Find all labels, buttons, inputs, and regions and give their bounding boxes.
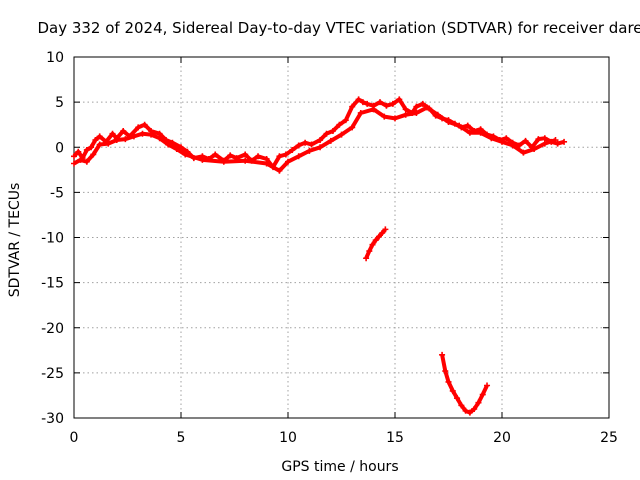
x-axis-label: GPS time / hours — [281, 459, 398, 475]
y-tick-label: -20 — [41, 321, 64, 337]
y-tick-label: 10 — [46, 50, 64, 66]
chart-title: Day 332 of 2024, Sidereal Day-to-day VTE… — [37, 19, 640, 37]
y-tick-label: 5 — [55, 95, 64, 111]
y-axis-label: SDTVAR / TECUs — [7, 183, 23, 298]
y-tick-label: -10 — [41, 231, 64, 247]
axis-ticks: 0 5 10 15 20 25 -30 -25 -20 -15 -10 -5 0 5 10 — [41, 50, 618, 446]
x-tick-label: 0 — [70, 430, 79, 446]
x-tick-label: 25 — [600, 430, 618, 446]
series-trace — [73, 105, 557, 173]
x-tick-label: 20 — [493, 430, 511, 446]
y-tick-label: -15 — [41, 276, 64, 292]
y-tick-label: -5 — [50, 185, 64, 201]
series-trace — [364, 228, 387, 260]
x-tick-label: 5 — [177, 430, 186, 446]
y-tick-label: -30 — [41, 411, 64, 427]
y-tick-label: -25 — [41, 366, 64, 382]
series-segment-17h — [439, 351, 491, 416]
data-points — [71, 96, 568, 416]
grid-lines — [74, 57, 609, 418]
series-trace — [440, 354, 489, 415]
x-tick-label: 10 — [279, 430, 297, 446]
series-main-lower-band — [71, 104, 559, 174]
series-trace — [72, 97, 565, 170]
y-tick-label: 0 — [55, 140, 64, 156]
x-tick-label: 15 — [386, 430, 404, 446]
series-segment-14h — [363, 226, 389, 262]
